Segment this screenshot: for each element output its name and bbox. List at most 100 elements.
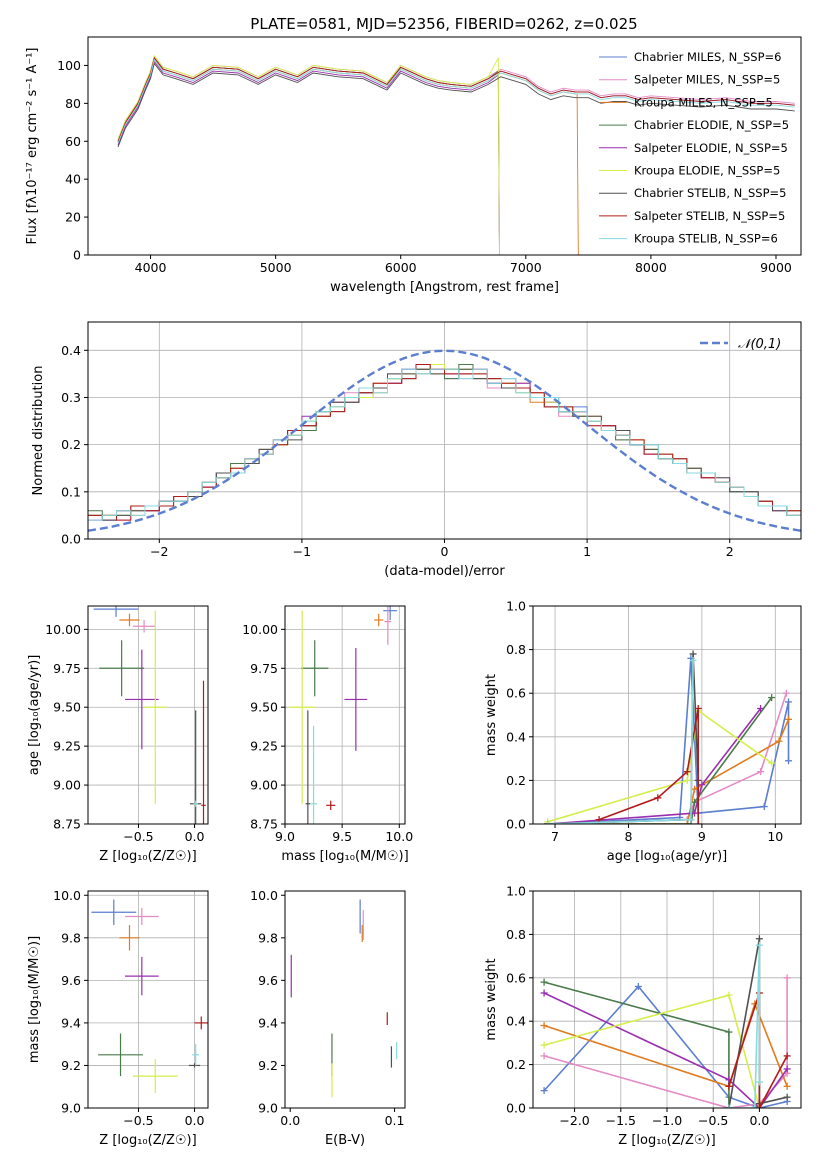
mass_weight_vs_Z-marker [540,978,548,986]
mass_vs_Z-ylabel: mass [log₁₀(M/M☉)] [27,936,42,1063]
mass_weight_vs_Z-marker [755,1104,763,1108]
mass_weight_vs_age-xtick-label: 7 [551,829,559,844]
age_vs_Z-ytick-label: 9.25 [53,739,81,754]
mass_weight_vs_age-xtick-label: 10 [767,829,783,844]
mass_weight_vs_age-marker [687,816,695,824]
mass_weight_vs_Z-xlabel: Z [log₁₀(Z/Z☉)] [618,1133,715,1148]
residuals-axes: −2 −1 0 1 2 0.0 0.1 0.2 0.3 0.4 (data-model)/error… [31,321,802,579]
spectrum-legend-label: Chabrier MILES, N_SSP=6 [634,50,781,64]
mass_weight_vs_Z-marker [783,974,791,982]
age_vs_mass-point [310,725,317,824]
mass_weight_vs_Z-marker [540,989,548,997]
mass_weight_vs_Z-series-line [543,981,730,1108]
mass_weight_vs_Z-marker [755,1078,763,1086]
mass_vs_ebv-xtick-label: 0.0 [280,1113,300,1128]
mass_vs_Z-point [194,1016,208,1030]
mass_weight_vs_Z-marker [725,1082,733,1090]
spectrum-series-line [117,54,500,255]
residuals-ytick-label: 0.4 [61,343,81,358]
spectrum-xtick-label: 8000 [635,260,667,275]
mass_vs_ebv-ytick-label: 9.6 [258,973,278,988]
mass_weight_vs_age-marker [683,768,691,776]
mass_vs_Z-xtick-label: −0.5 [123,1113,153,1128]
mass_vs_Z-ytick-label: 9.4 [61,1015,81,1030]
age_vs_mass-ytick-label: 9.75 [250,661,278,676]
mass_weight_vs_age-marker [544,820,552,824]
mass_vs_Z-point [188,1063,201,1068]
mass_weight_vs_Z-ytick-label: 0.6 [506,970,526,985]
mass_weight_vs_age-plot-area [544,650,793,824]
spectrum-ytick-label: 100 [57,58,81,73]
mass_vs_Z-plot-area [91,899,208,1094]
mass_vs_Z-axes: −0.5 0.0 9.0 9.2 9.4 9.6 9.8 10.0 Z [log₁₀(Z/Z☉)… [27,888,209,1148]
mass_weight_vs_age-ytick-label: 0.6 [506,686,526,701]
mass_weight_vs_age-xtick-label: 8 [624,829,632,844]
mass_weight_vs_age-ytick-label: 0.2 [506,773,526,788]
axes-root: 4000 5000 6000 7000 8000 9000020406080100wave… [25,36,802,1148]
age_vs_Z-ytick-label: 9.50 [53,700,81,715]
mass_weight_vs_Z-marker [725,1028,733,1036]
residuals-legend: 𝒩(0,1) [700,337,781,352]
spectrum-legend-label: Salpeter MILES, N_SSP=5 [634,73,780,87]
spectrum-legend-label: Kroupa STELIB, N_SSP=6 [634,232,778,246]
spectrum-ytick-label: 80 [65,96,81,111]
mass_vs_Z-xlabel: Z [log₁₀(Z/Z☉)] [99,1133,196,1148]
mass_vs_ebv-ytick-label: 10.0 [250,888,278,903]
age_vs_Z-xlabel: Z [log₁₀(Z/Z☉)] [99,849,196,864]
mass_vs_Z-ytick-label: 9.8 [61,930,81,945]
spectrum-xtick-label: 5000 [260,260,292,275]
spectrum-axes: 4000 5000 6000 7000 8000 9000 0 20 40 60 80 100 wave… [25,36,802,295]
age_vs_Z-xtick-label: 0.0 [185,829,205,844]
age_vs_Z-point [201,680,206,824]
residuals-ytick-label: 0.2 [61,437,81,452]
mass_weight_vs_age-marker [775,737,783,745]
mass_weight_vs_Z-ytick-label: 0.0 [506,1101,526,1116]
mass_weight_vs_Z-xtick-label: 0.0 [749,1113,769,1128]
spectrum-xtick-label: 4000 [135,260,167,275]
mass_weight_vs_Z-xtick-label: −1.0 [652,1113,682,1128]
mass_vs_ebv-ytick-label: 9.4 [258,1015,278,1030]
mass_vs_Z-point [91,899,137,926]
mass_weight_vs_Z-ylabel: mass weight [484,958,499,1040]
spectrum-ylabel: Flux [fλ10⁻¹⁷ erg cm⁻² s⁻¹ A⁻¹] [25,48,40,245]
mass_weight_vs_age-marker [698,781,706,789]
mass_weight_vs_age-marker [683,776,691,784]
residuals-xtick-label: −2 [150,544,168,559]
mass_weight_vs_Z-ytick-label: 0.2 [506,1057,526,1072]
mass_weight_vs_Z-marker [540,1041,548,1049]
mass_weight_vs_age-axes: 7 8 9 10 0.0 0.2 0.4 0.6 0.8 1.0 age [log₁₀(age/yr… [484,599,802,864]
age_vs_Z-xtick-label: −0.5 [123,829,153,844]
mass_vs_Z-ytick-label: 9.6 [61,973,81,988]
mass_weight_vs_age-marker [785,715,793,723]
age_vs_Z-axes: −0.5 0.0 8.75 9.00 9.25 9.50 9.75 10.00 Z [log₁₀… [27,605,209,864]
age_vs_mass-xtick-label: 9.0 [275,829,295,844]
mass_weight_vs_age-xtick-label: 9 [698,829,706,844]
mass_vs_ebv-ytick-label: 9.0 [258,1101,278,1116]
age_vs_Z-point [99,640,145,697]
age_vs_mass-point [384,606,392,645]
mass_vs_Z-point [125,956,159,996]
figure-title: PLATE=0581, MJD=52356, FIBERID=0262, z=0… [250,15,637,33]
age_vs_mass-ytick-label: 8.75 [250,817,278,832]
normal-reference-curve [88,349,801,532]
spectrum-legend-label: Chabrier STELIB, N_SSP=5 [634,186,786,200]
residuals-xtick-label: 1 [583,544,591,559]
mass_weight_vs_age-ytick-label: 1.0 [506,599,526,614]
mass_vs_ebv-xlabel: E(B-V) [325,1133,365,1148]
mass_weight_vs_age-marker [768,694,776,702]
mass_weight_vs_Z-marker [783,1065,791,1073]
mass_weight_vs_Z-xtick-label: −2.0 [559,1113,589,1128]
age_vs_Z-point [132,620,156,633]
mass_vs_ebv-ytick-label: 9.2 [258,1058,278,1073]
mass_vs_Z-frame [87,890,209,1109]
spectrum-xtick-label: 9000 [760,260,792,275]
mass_weight_vs_Z-marker [755,935,763,943]
mass_vs_ebv-frame [284,890,406,1109]
mass_weight_vs_Z-marker [540,1022,548,1030]
mass_weight_vs_age-series-line [547,709,773,823]
residuals-plot-area [88,349,801,532]
mass_weight_vs_age-ytick-label: 0.8 [506,642,526,657]
mass_vs_ebv-axes: 0.0 0.1 9.0 9.2 9.4 9.6 9.8 10.0 E(B-V) [250,888,406,1148]
residuals-xtick-label: −1 [293,544,311,559]
